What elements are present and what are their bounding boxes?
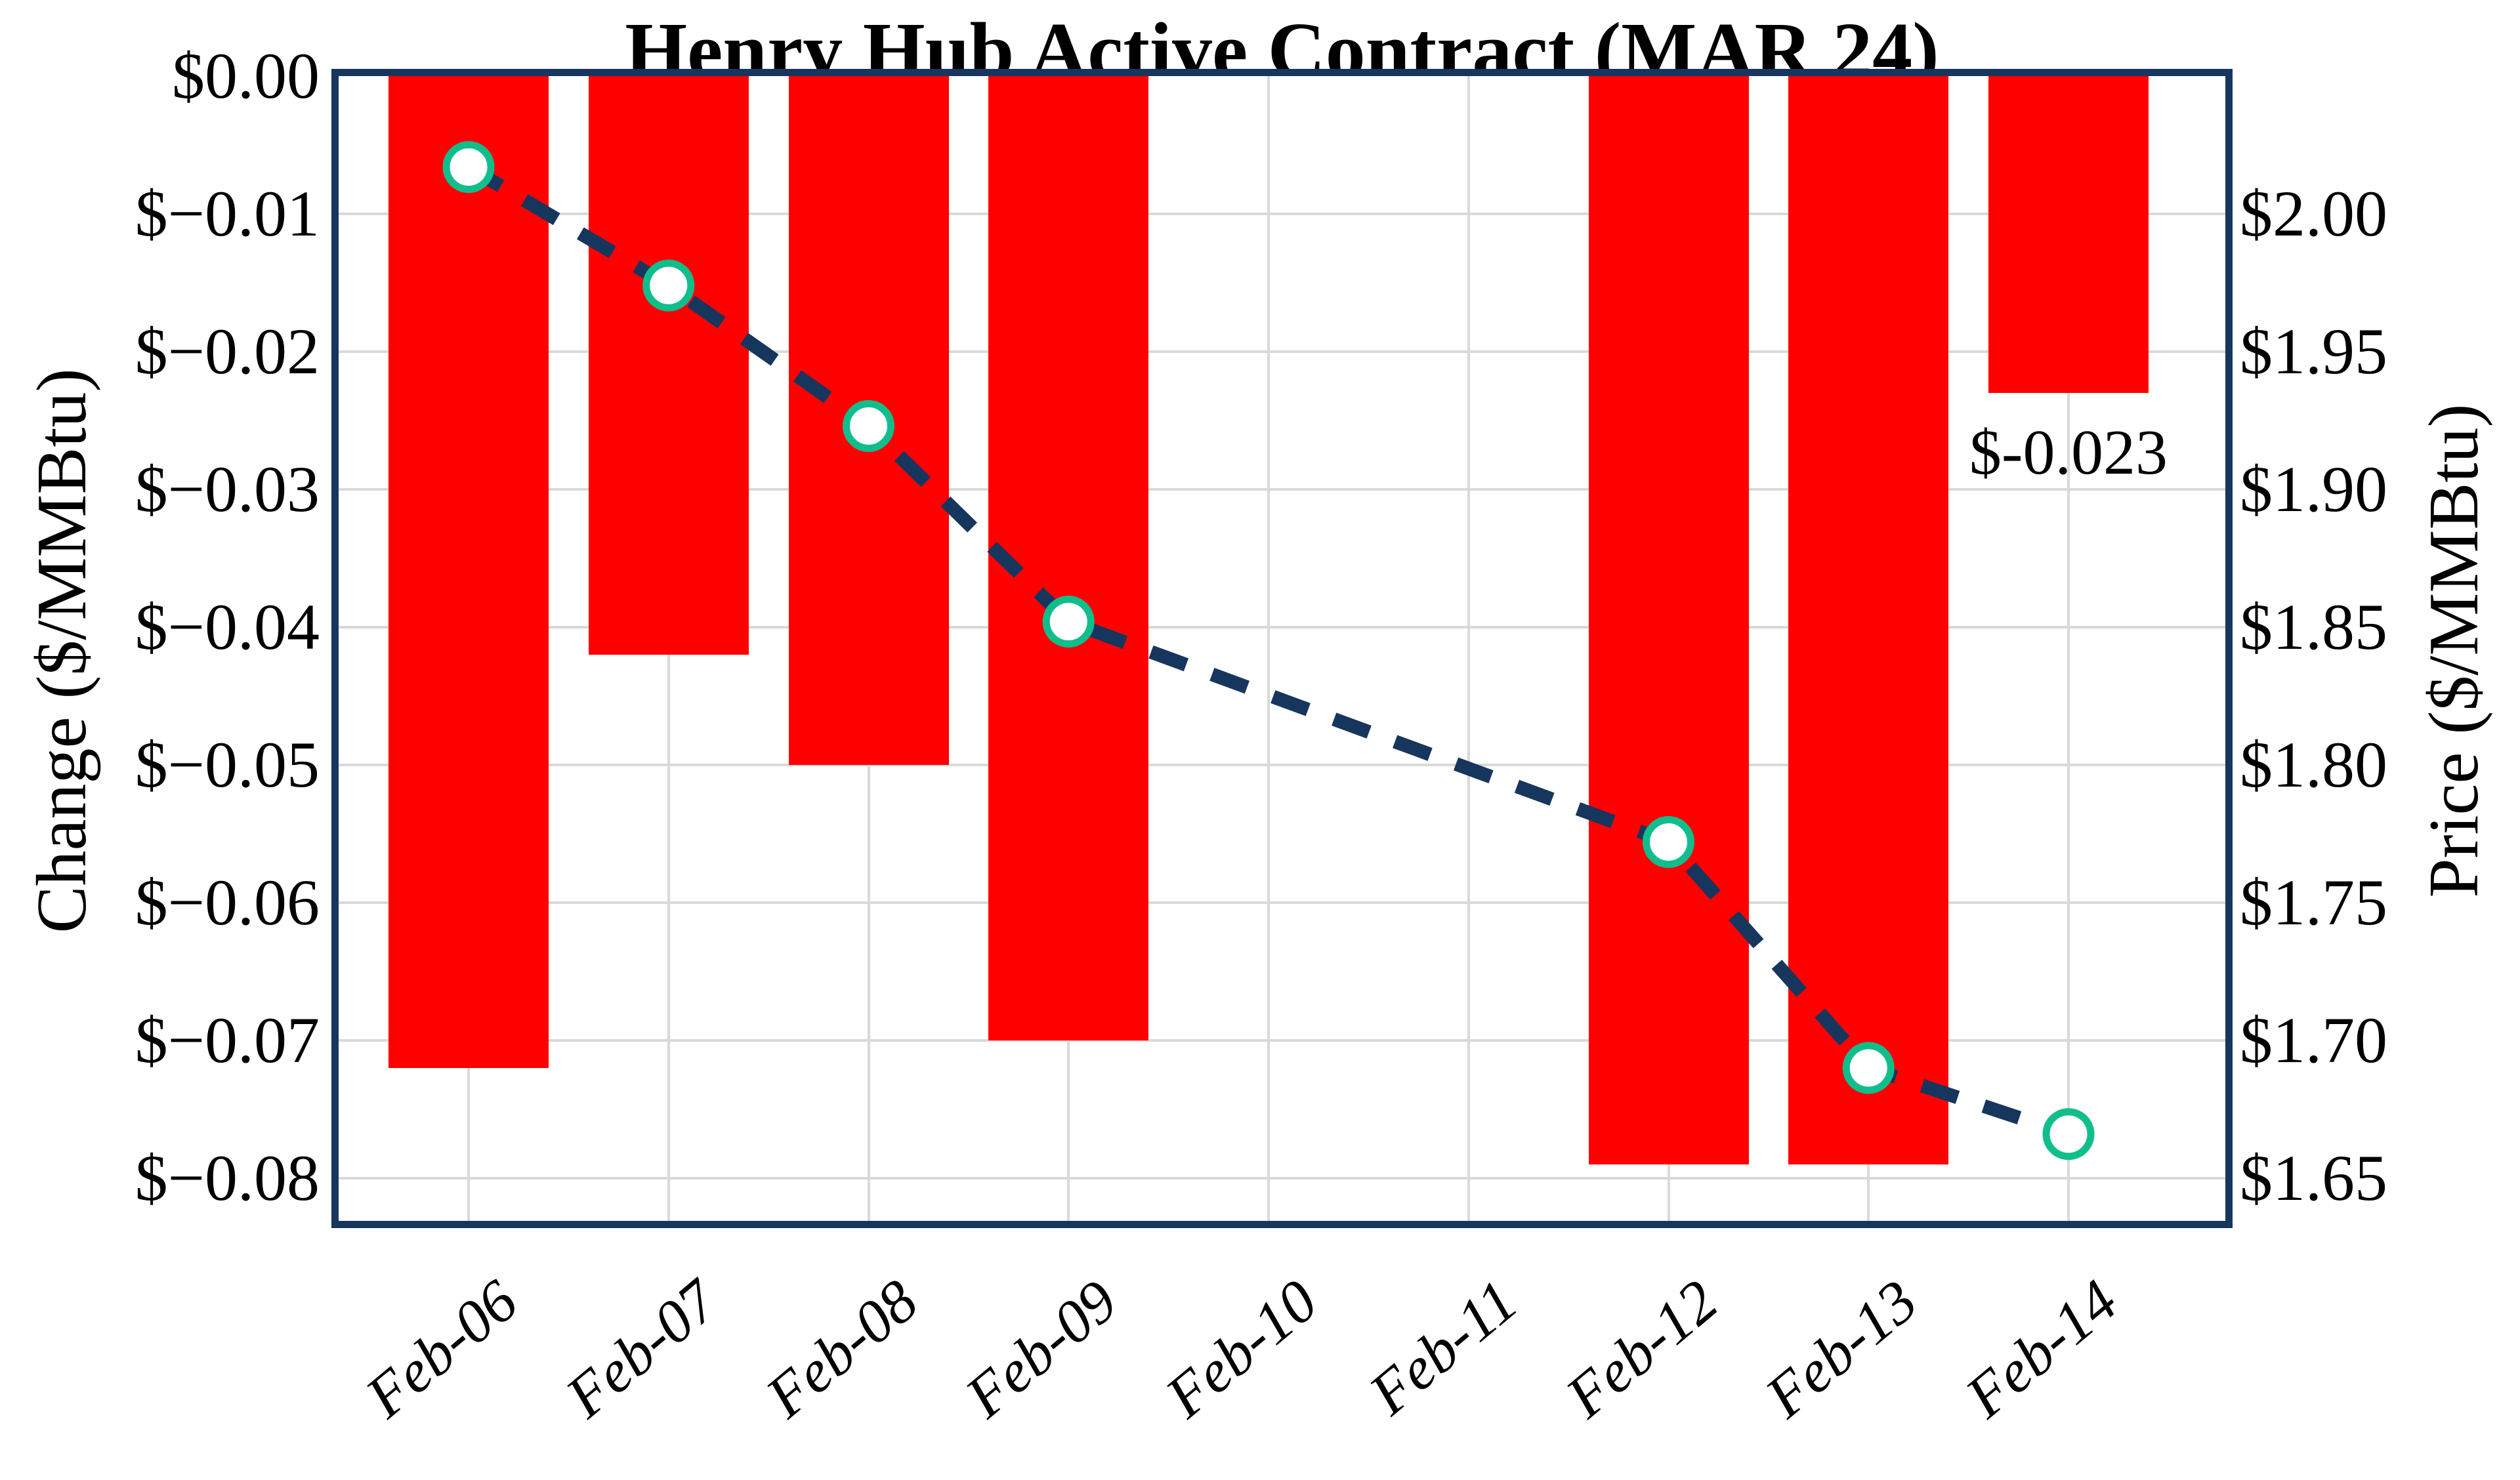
right-ytick-label: $1.75 xyxy=(2240,865,2387,939)
right-ytick-label: $1.65 xyxy=(2240,1141,2387,1214)
right-ytick-label: $1.90 xyxy=(2240,452,2387,525)
price-marker-Feb-09 xyxy=(1042,596,1095,648)
left-ytick-label: $0.00 xyxy=(172,39,320,112)
left-ytick-label: $−0.01 xyxy=(135,176,320,250)
change-bar-Feb-09 xyxy=(988,76,1149,1040)
price-line xyxy=(465,161,2071,1141)
h-gridline xyxy=(339,763,2225,766)
left-ytick-label: $−0.02 xyxy=(135,314,320,388)
right-ytick-label: $1.80 xyxy=(2240,728,2387,801)
price-marker-Feb-13 xyxy=(1842,1042,1895,1094)
left-ytick-label: $−0.04 xyxy=(135,590,320,663)
left-ytick-label: $−0.03 xyxy=(135,452,320,525)
h-gridline xyxy=(339,350,2225,353)
left-ytick-label: $−0.05 xyxy=(135,728,320,801)
price-marker-Feb-07 xyxy=(642,259,695,312)
price-marker-Feb-08 xyxy=(843,400,894,452)
right-ytick-label: $1.70 xyxy=(2240,1003,2387,1077)
price-marker-Feb-14 xyxy=(2042,1108,2095,1161)
left-ytick-label: $−0.06 xyxy=(135,865,320,939)
v-gridline xyxy=(1267,76,1270,1221)
v-gridline xyxy=(1467,76,1470,1221)
right-ytick-label: $2.00 xyxy=(2240,176,2387,250)
price-marker-Feb-06 xyxy=(442,141,495,194)
h-gridline xyxy=(339,1176,2225,1180)
bar-value-annotation: $-0.023 xyxy=(1969,417,2168,488)
plot-area xyxy=(339,76,2225,1221)
change-bar-Feb-13 xyxy=(1788,76,1949,1164)
change-bar-Feb-07 xyxy=(588,76,749,655)
h-gridline xyxy=(339,1038,2225,1042)
left-ytick-label: $−0.07 xyxy=(135,1003,320,1077)
change-bar-Feb-06 xyxy=(388,76,549,1068)
price-marker-Feb-12 xyxy=(1643,816,1694,869)
h-gridline xyxy=(339,487,2225,491)
change-bar-Feb-12 xyxy=(1588,76,1749,1164)
right-ytick-label: $1.95 xyxy=(2240,314,2387,388)
price-line-layer xyxy=(442,141,2095,1161)
left-ytick-label: $−0.08 xyxy=(135,1141,320,1214)
change-bar-Feb-14 xyxy=(1988,76,2149,393)
right-ytick-label: $1.85 xyxy=(2240,590,2387,663)
v-gridline xyxy=(2067,76,2070,1221)
h-gridline xyxy=(339,901,2225,904)
h-gridline xyxy=(339,625,2225,628)
h-gridline xyxy=(339,212,2225,215)
